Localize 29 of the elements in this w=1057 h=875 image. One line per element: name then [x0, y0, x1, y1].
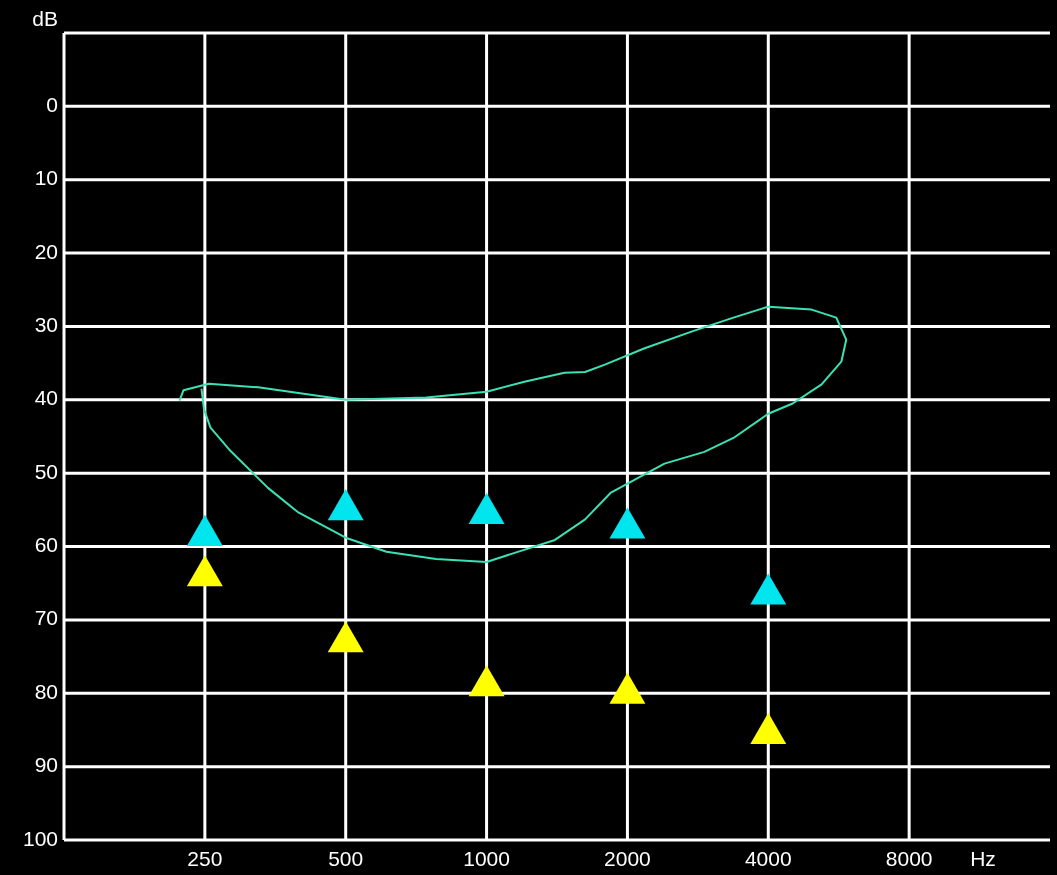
y-tick-label: 80	[34, 679, 58, 703]
point	[609, 507, 646, 539]
y-tick-label: 60	[34, 533, 58, 557]
point	[609, 672, 646, 704]
y-tick-label: 30	[34, 313, 58, 336]
point	[750, 573, 787, 605]
x-tick-label: 4000	[744, 846, 792, 870]
x-tick-label: 500	[328, 846, 364, 870]
y-tick-label: 20	[34, 239, 58, 263]
y-tick-label: 50	[34, 459, 58, 483]
point	[468, 492, 505, 524]
x-tick-label: 2000	[604, 846, 651, 870]
y-tick-label: 90	[34, 753, 58, 777]
point	[750, 712, 787, 744]
point	[186, 514, 223, 546]
y-tick-label: 100	[22, 826, 58, 850]
x-axis-title: Hz	[970, 846, 996, 870]
y-axis-title: dB	[32, 6, 58, 30]
x-tick-label: 250	[187, 846, 223, 870]
point	[468, 665, 505, 697]
x-tick-label: 8000	[885, 846, 933, 870]
x-tick-label: 1000	[463, 846, 510, 870]
point	[327, 621, 364, 653]
y-tick-label: 0	[46, 92, 58, 116]
y-tick-label: 40	[34, 386, 58, 410]
point	[327, 489, 364, 521]
y-tick-label: 70	[34, 606, 58, 630]
point	[186, 555, 223, 587]
y-tick-label: 10	[34, 166, 58, 190]
